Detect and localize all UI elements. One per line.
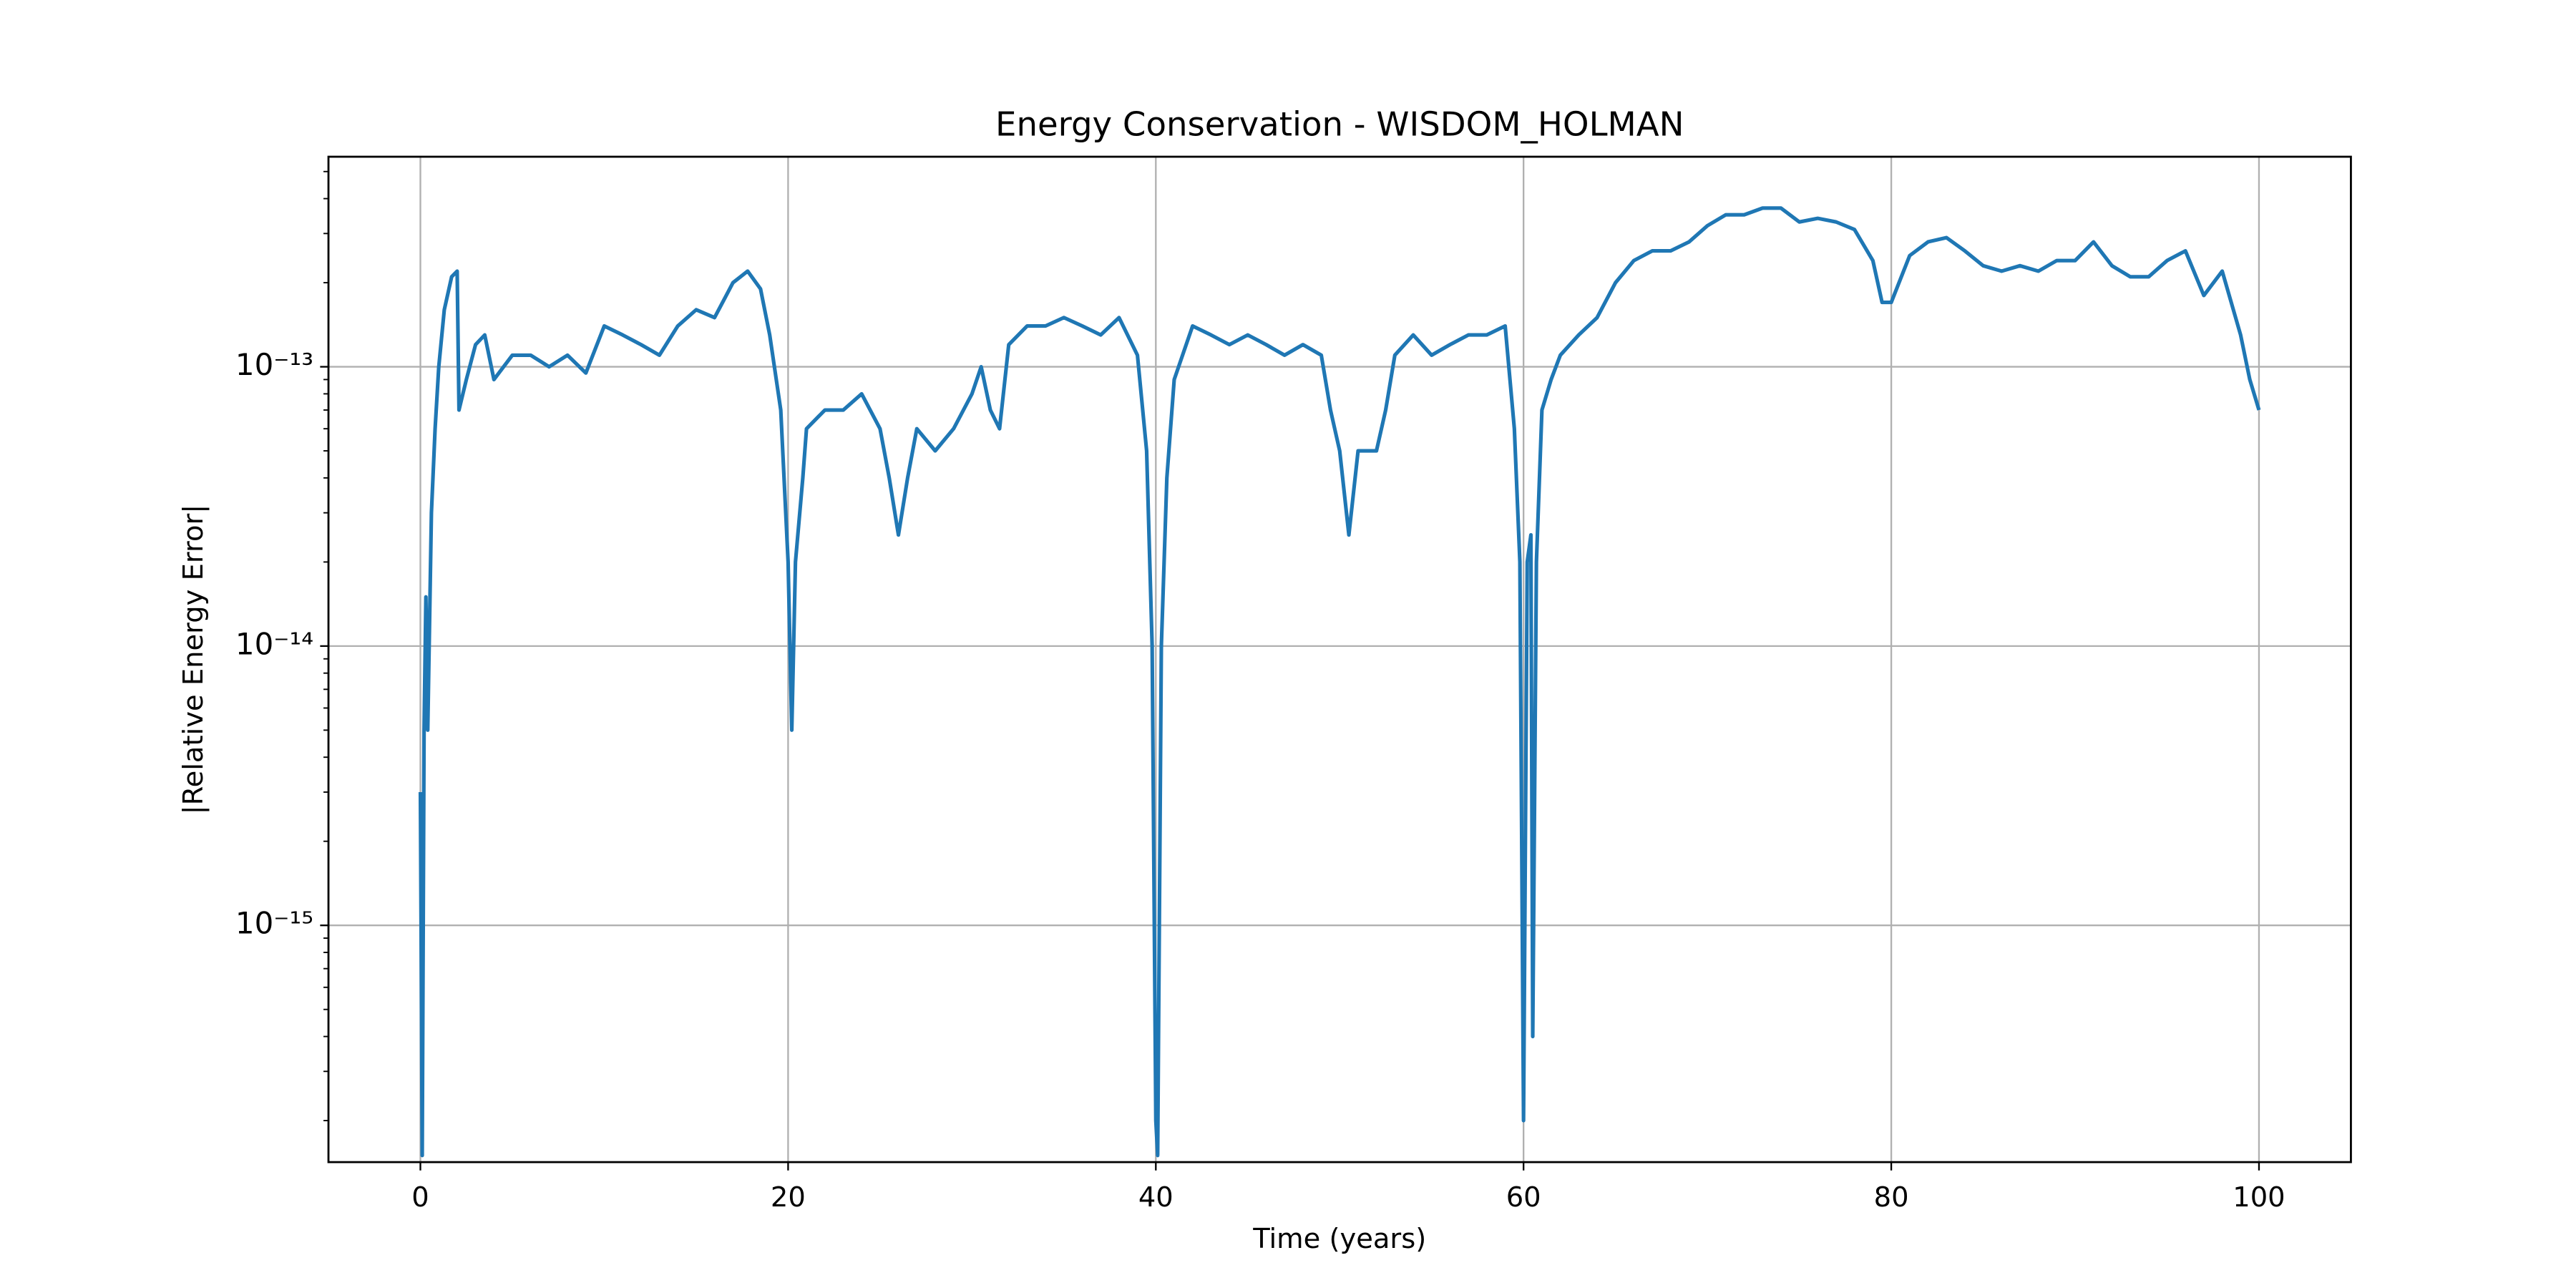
plot-area — [418, 206, 2261, 1158]
grid — [328, 157, 2351, 1163]
x-tick-label: 100 — [2233, 1181, 2285, 1214]
y-tick-label: 10⁻¹³ — [235, 347, 313, 382]
x-tick-label: 80 — [1874, 1181, 1909, 1214]
y-tick-label: 10⁻¹⁴ — [235, 626, 313, 661]
x-axis-label: Time (years) — [1252, 1223, 1426, 1255]
y-axis-label: |Relative Energy Error| — [177, 504, 210, 815]
data-line — [418, 206, 2261, 1158]
chart-title: Energy Conservation - WISDOM_HOLMAN — [995, 105, 1684, 144]
x-tick-label: 20 — [771, 1181, 806, 1214]
ticks: 0 20 40 60 80 100 10⁻¹⁵ 10⁻¹⁴ 10⁻¹³ — [235, 170, 2285, 1214]
y-tick-label: 10⁻¹⁵ — [235, 906, 313, 941]
x-tick-label: 60 — [1506, 1181, 1541, 1214]
x-tick-label: 0 — [411, 1181, 429, 1214]
x-tick-label: 40 — [1138, 1181, 1174, 1214]
